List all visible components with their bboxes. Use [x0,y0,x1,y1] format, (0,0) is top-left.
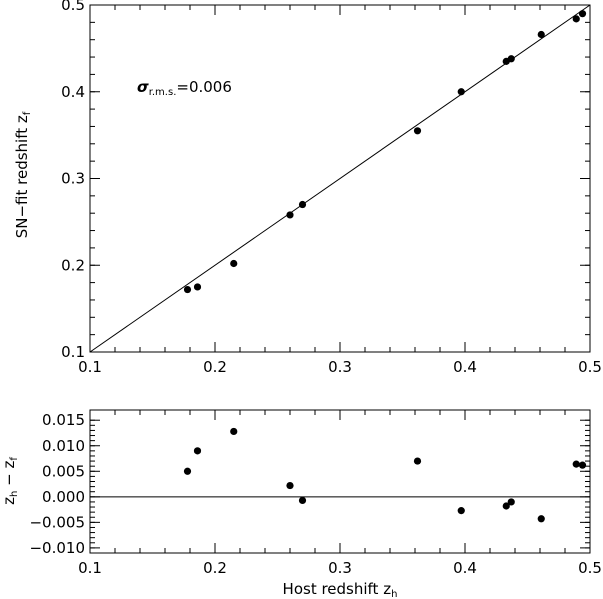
y-tick-label: 0.3 [61,170,85,188]
top-ylabel-sub: f [22,111,33,115]
x-tick-label: 0.4 [453,559,477,577]
bottom-ylabel-z1: z [0,497,18,505]
x-tick-label: 0.3 [328,358,352,376]
top-x-ticks: 0.1 0.2 0.3 0.4 0.5 [78,5,602,376]
bottom-data-point [286,481,294,490]
bottom-data-point [457,507,465,515]
top-panel: 0.1 0.2 0.3 0.4 0.5 0.1 0.2 0.3 0.4 0.5 σr.m.s.=… [13,0,602,376]
top-data-point [230,259,238,268]
bottom-y-axis-title: zh − zf [0,457,20,505]
rms-annotation: σr.m.s.=0.006 [137,78,232,98]
top-ylabel-main: SN−fit redshift z [13,115,31,238]
y-tick-label: 0.5 [61,0,85,14]
top-data-point [183,285,192,294]
top-data-point [457,88,465,96]
bottom-x-axis-title: Host redshift zh [283,580,398,599]
bottom-plot-frame [89,409,591,554]
y-tick-label: −0.010 [29,539,85,557]
y-tick-label: −0.005 [29,513,85,531]
bottom-data-point [298,496,307,504]
top-data-point [286,211,294,219]
top-data-point [572,15,580,23]
y-tick-label: 0.2 [61,256,85,274]
rms-sigma: σ [137,78,149,96]
top-data-point [298,200,307,209]
rms-sub: r.m.s. [149,87,177,98]
y-tick-label: 0.4 [61,83,85,101]
bottom-data-point [537,515,545,523]
bottom-y-ticks: 0.015 0.010 0.005 0.000 −0.005 −0.010 [29,411,590,557]
x-tick-label: 0.4 [453,358,477,376]
bottom-data-point [193,447,202,455]
x-tick-label: 0.1 [78,358,102,376]
top-data-point [537,30,545,39]
y-tick-label: 0.015 [42,411,85,429]
x-tick-label: 0.2 [203,358,227,376]
y-tick-label: 0.1 [61,343,85,361]
rms-value: =0.006 [176,78,232,96]
bottom-data-point [230,427,238,436]
top-data-point [578,10,587,18]
x-tick-label: 0.1 [78,559,102,577]
y-tick-label: 0.010 [42,437,85,455]
bottom-data-point [183,467,192,475]
y-tick-label: 0.000 [42,488,85,506]
top-data-point [413,127,422,135]
x-tick-label: 0.5 [578,358,602,376]
y-tick-label: 0.005 [42,462,85,480]
bottom-ylabel-mid: − z [0,461,18,491]
bottom-data-point [413,457,422,465]
bottom-data-point [572,460,580,468]
x-tick-label: 0.3 [328,559,352,577]
bottom-data-point [507,498,515,506]
top-y-axis-title: SN−fit redshift zf [13,111,33,238]
x-tick-label: 0.2 [203,559,227,577]
x-tick-label: 0.5 [578,559,602,577]
bottom-xlabel-main: Host redshift z [283,580,392,598]
top-y-ticks: 0.1 0.2 0.3 0.4 0.5 [61,0,590,361]
bottom-ylabel-sub1: h [9,491,20,497]
top-data-point [507,55,515,63]
top-data-point [193,283,202,291]
bottom-ylabel-sub2: f [9,457,20,461]
bottom-data-points [183,427,587,523]
top-data-points [183,10,587,294]
bottom-x-ticks: 0.1 0.2 0.3 0.4 0.5 [78,410,602,577]
bottom-data-point [502,502,510,510]
bottom-panel: 0.1 0.2 0.3 0.4 0.5 0.015 0.010 0.005 0.000 −0.0… [0,409,602,599]
identity-line [89,4,591,353]
bottom-xlabel-sub: h [391,589,397,599]
bottom-data-point [578,461,587,469]
